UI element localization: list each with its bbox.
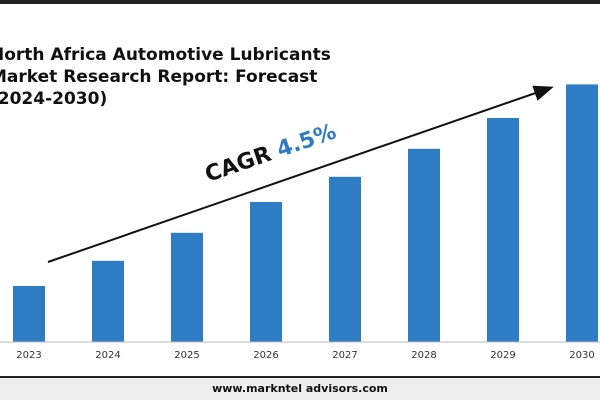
chart-title: North Africa Automotive Lubricants Marke… <box>0 44 331 110</box>
x-tick-label-2024: 2024 <box>95 350 120 361</box>
bar-2023 <box>13 286 45 342</box>
chart-title-line-1: North Africa Automotive Lubricants <box>0 45 331 65</box>
top-border <box>0 0 600 4</box>
chart-title-line-3: (2024-2030) <box>0 89 108 109</box>
x-tick-label-2025: 2025 <box>174 350 199 361</box>
x-tick-label-2029: 2029 <box>490 350 515 361</box>
trend-arrow <box>47 85 554 263</box>
bar-2025 <box>171 232 203 342</box>
bar-chart: 2023 2024 2025 2026 2027 2028 2029 2030 <box>0 84 600 361</box>
bar-2024 <box>92 260 124 342</box>
x-tick-label-2027: 2027 <box>332 350 357 361</box>
x-tick-label-2023: 2023 <box>16 350 41 361</box>
x-tick-label-2026: 2026 <box>253 350 278 361</box>
footer-url: www.markntel advisors.com <box>212 382 388 395</box>
x-tick-label-2028: 2028 <box>411 350 436 361</box>
chart-title-line-2: Market Research Report: Forecast <box>0 67 318 87</box>
bar-2029 <box>487 118 519 342</box>
footer: www.markntel advisors.com <box>0 376 600 400</box>
x-tick-label-2030: 2030 <box>569 350 594 361</box>
bar-2027 <box>329 176 361 342</box>
bar-2028 <box>408 148 440 342</box>
bar-2026 <box>250 202 282 342</box>
bar-2030 <box>566 84 598 343</box>
